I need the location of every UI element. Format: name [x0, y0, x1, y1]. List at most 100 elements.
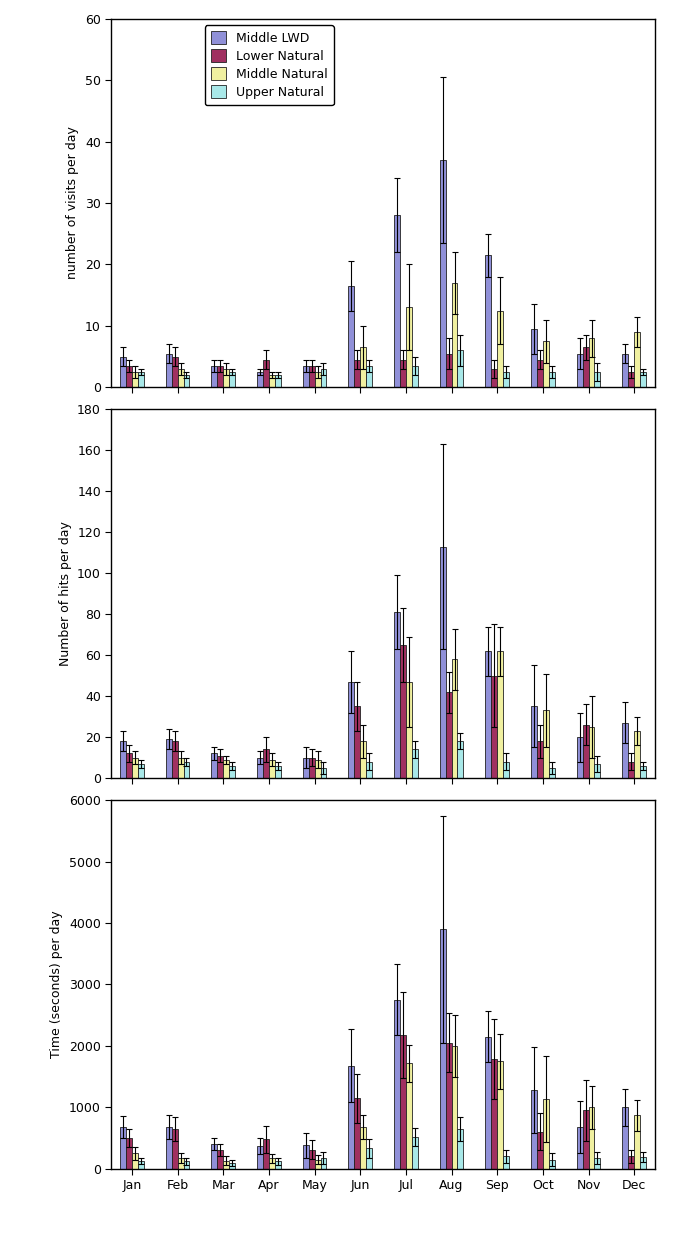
Bar: [595, 764, 601, 778]
Bar: [366, 366, 372, 388]
Bar: [446, 693, 452, 778]
Bar: [263, 750, 269, 778]
Bar: [269, 1159, 275, 1169]
Bar: [126, 366, 132, 388]
Bar: [549, 372, 555, 388]
Bar: [576, 354, 583, 388]
Bar: [178, 1158, 184, 1169]
Bar: [452, 659, 458, 778]
Bar: [166, 354, 171, 388]
Bar: [589, 726, 595, 778]
Bar: [126, 1138, 132, 1169]
Bar: [458, 1129, 464, 1169]
Bar: [589, 1108, 595, 1169]
Bar: [223, 1161, 230, 1169]
Bar: [366, 1149, 372, 1169]
Bar: [549, 768, 555, 778]
Bar: [622, 722, 628, 778]
Bar: [275, 766, 281, 778]
Bar: [583, 725, 589, 778]
Bar: [406, 308, 412, 388]
Bar: [595, 372, 601, 388]
Bar: [576, 738, 583, 778]
Bar: [315, 1160, 321, 1169]
Bar: [217, 755, 223, 778]
Bar: [354, 360, 360, 388]
Bar: [366, 761, 372, 778]
Bar: [628, 1156, 634, 1169]
Bar: [439, 929, 446, 1169]
Bar: [531, 706, 537, 778]
Bar: [132, 1154, 138, 1169]
Bar: [640, 372, 646, 388]
Bar: [321, 369, 327, 388]
Bar: [302, 1145, 308, 1169]
Bar: [458, 350, 464, 388]
Bar: [138, 1161, 144, 1169]
Bar: [275, 1161, 281, 1169]
Bar: [120, 741, 126, 778]
Bar: [315, 372, 321, 388]
Bar: [583, 1110, 589, 1169]
Bar: [126, 754, 132, 778]
Bar: [166, 739, 171, 778]
Bar: [537, 360, 543, 388]
Bar: [412, 1136, 418, 1169]
Bar: [263, 1139, 269, 1169]
Bar: [497, 310, 503, 388]
Y-axis label: Time (seconds) per day: Time (seconds) per day: [51, 911, 63, 1059]
Bar: [452, 1046, 458, 1169]
Bar: [302, 758, 308, 778]
Y-axis label: number of visits per day: number of visits per day: [66, 126, 80, 280]
Bar: [628, 761, 634, 778]
Bar: [171, 741, 178, 778]
Bar: [230, 1164, 235, 1169]
Bar: [543, 1099, 549, 1169]
Bar: [400, 360, 406, 388]
Bar: [360, 741, 366, 778]
Bar: [543, 341, 549, 388]
Bar: [576, 1128, 583, 1169]
Bar: [589, 339, 595, 388]
Bar: [640, 1158, 646, 1169]
Bar: [583, 348, 589, 388]
Bar: [452, 282, 458, 388]
Bar: [497, 1061, 503, 1169]
Bar: [263, 360, 269, 388]
Bar: [308, 366, 315, 388]
Bar: [360, 1128, 366, 1169]
Bar: [549, 1160, 555, 1169]
Bar: [354, 706, 360, 778]
Bar: [394, 1000, 400, 1169]
Bar: [503, 372, 509, 388]
Bar: [537, 741, 543, 778]
Bar: [485, 1036, 491, 1169]
Bar: [400, 645, 406, 778]
Bar: [439, 546, 446, 778]
Bar: [184, 1161, 190, 1169]
Bar: [275, 375, 281, 388]
Bar: [485, 255, 491, 388]
Bar: [491, 1060, 497, 1169]
Bar: [138, 372, 144, 388]
Bar: [184, 761, 190, 778]
Bar: [120, 1128, 126, 1169]
Bar: [184, 375, 190, 388]
Bar: [308, 1150, 315, 1169]
Bar: [223, 369, 230, 388]
Bar: [446, 354, 452, 388]
Bar: [628, 372, 634, 388]
Bar: [412, 750, 418, 778]
Bar: [400, 1035, 406, 1169]
Bar: [230, 372, 235, 388]
Bar: [348, 286, 354, 388]
Bar: [211, 1144, 217, 1169]
Bar: [537, 1132, 543, 1169]
Bar: [394, 612, 400, 778]
Bar: [354, 1098, 360, 1169]
Y-axis label: Number of hits per day: Number of hits per day: [59, 521, 72, 666]
Bar: [446, 1042, 452, 1169]
Bar: [543, 710, 549, 778]
Bar: [348, 681, 354, 778]
Bar: [302, 366, 308, 388]
